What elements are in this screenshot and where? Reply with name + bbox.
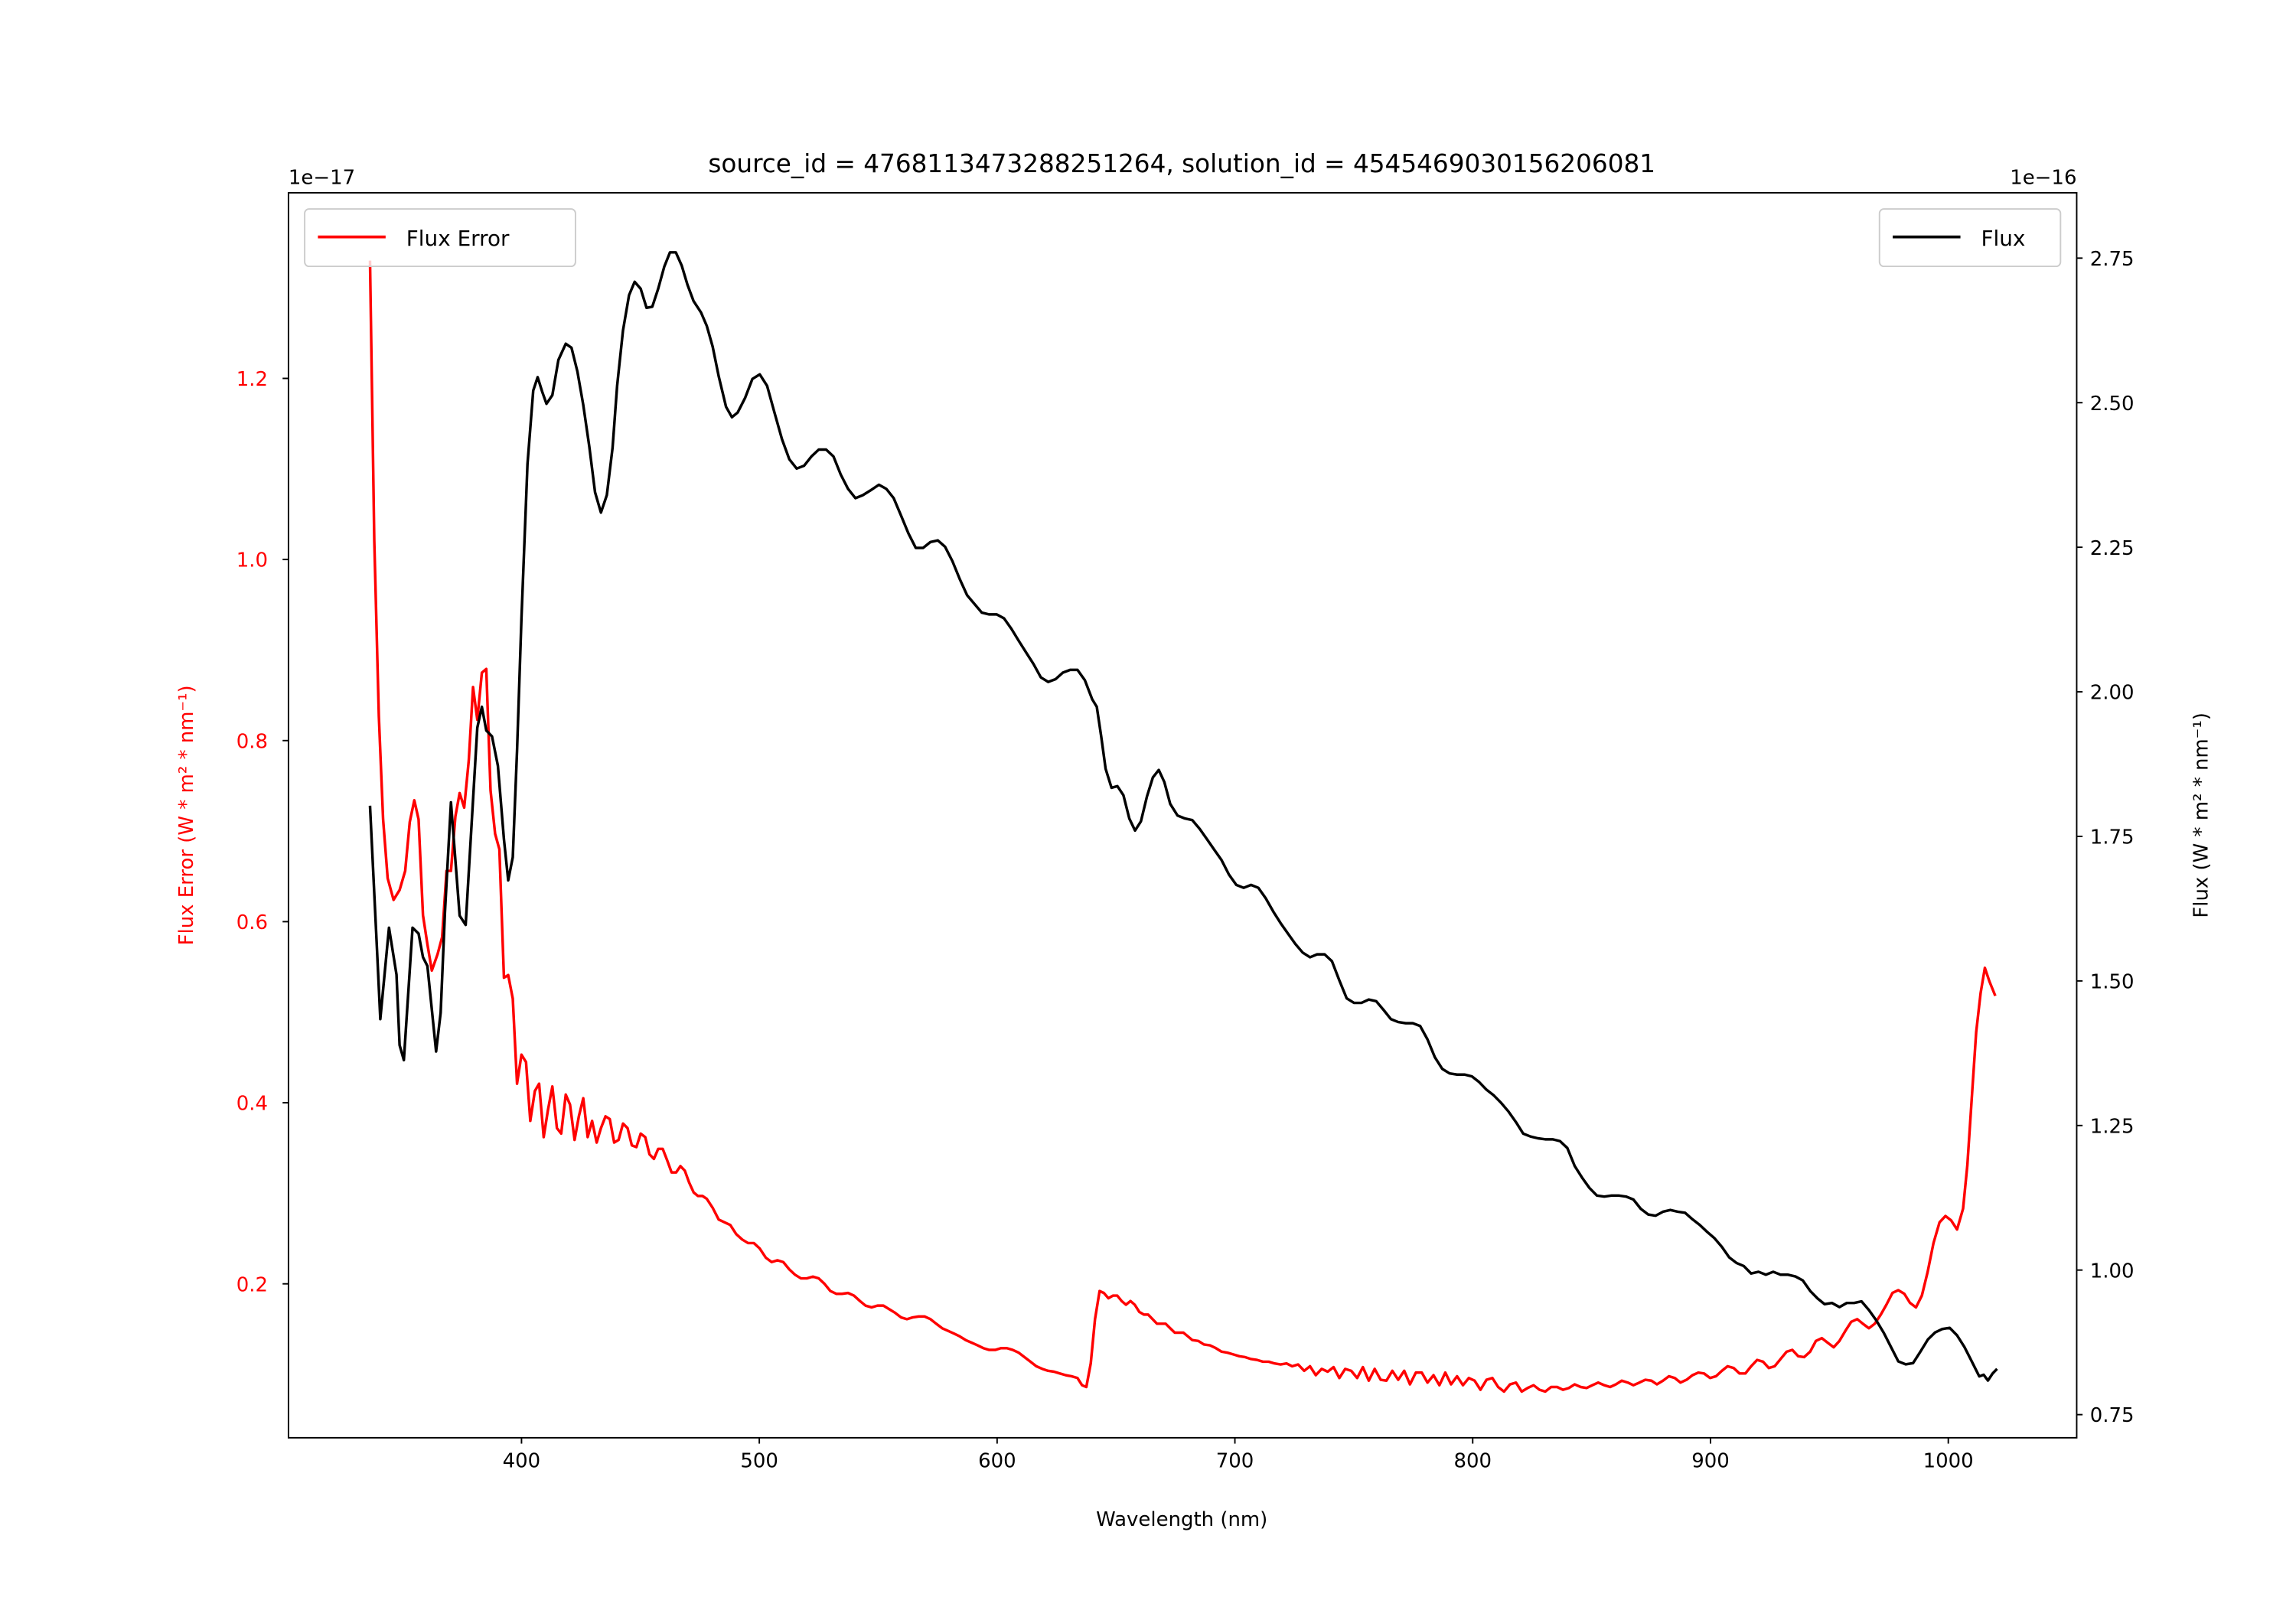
flux-line [368, 251, 1998, 1382]
right-y-tick-label: 2.00 [2090, 682, 2135, 705]
right-y-tick-label: 0.75 [2090, 1404, 2135, 1427]
legend-label-flux: Flux [1981, 226, 2025, 251]
left-y-axis-label: Flux Error (W * m² * nm⁻¹) [175, 685, 198, 945]
legend-flux-error[interactable]: Flux Error [304, 208, 576, 268]
left-offset-label: 1e−17 [289, 166, 355, 189]
right-y-tick-label: 1.75 [2090, 826, 2135, 849]
plot-lines [368, 251, 1998, 1393]
legend-flux[interactable]: Flux [1878, 208, 2062, 268]
plot-frame [287, 191, 2078, 1439]
left-y-tick-label: 0.4 [236, 1093, 268, 1116]
right-y-tick-label: 1.50 [2090, 970, 2135, 993]
right-y-tick-label: 1.25 [2090, 1115, 2135, 1138]
chart-title: source_id = 4768113473288251264, solutio… [708, 149, 1655, 178]
right-y-tick-label: 1.00 [2090, 1260, 2135, 1283]
left-y-tick-label: 0.8 [236, 730, 268, 753]
flux-error-line [368, 260, 1997, 1393]
left-y-tick-label: 0.6 [236, 911, 268, 934]
x-tick-label: 400 [503, 1449, 541, 1472]
left-y-tick-label: 1.2 [236, 368, 268, 391]
left-y-tick-label: 1.0 [236, 549, 268, 572]
right-y-tick-label: 2.25 [2090, 537, 2135, 560]
x-tick-label: 600 [978, 1449, 1016, 1472]
right-y-tick-label: 2.50 [2090, 393, 2135, 416]
right-y-axis-label: Flux (W * m² * nm⁻¹) [2190, 712, 2213, 918]
x-tick-label: 500 [740, 1449, 778, 1472]
x-tick-label: 800 [1453, 1449, 1492, 1472]
x-tick-label: 700 [1216, 1449, 1254, 1472]
legend-label-flux-error: Flux Error [406, 226, 510, 251]
axis-ticks: 400 500 600 700 800 900 1000 0.2 0.4 0.6 0.8 1.0 1.2… [236, 248, 2135, 1472]
left-y-tick-label: 0.2 [236, 1273, 268, 1296]
x-axis-label: Wavelength (nm) [1096, 1508, 1267, 1531]
right-offset-label: 1e−16 [2010, 166, 2076, 189]
right-y-tick-label: 2.75 [2090, 248, 2135, 271]
x-tick-label: 900 [1691, 1449, 1730, 1472]
x-tick-label: 1000 [1923, 1449, 1974, 1472]
